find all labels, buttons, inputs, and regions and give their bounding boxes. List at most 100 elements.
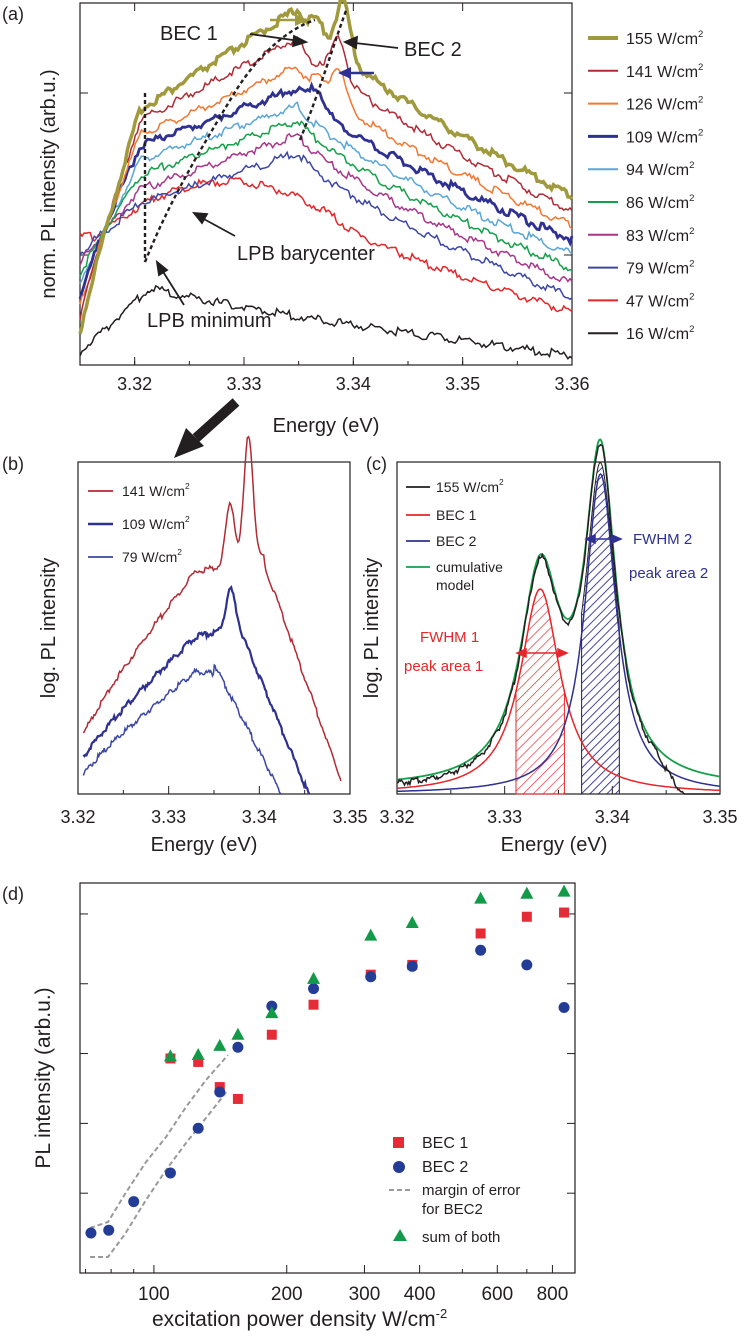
spectrum-line bbox=[79, 101, 573, 284]
blue-arrow-icon bbox=[338, 67, 351, 79]
legend-label: 155 W/cm2 bbox=[436, 477, 504, 495]
margin-upper-line bbox=[89, 1054, 229, 1229]
legend-label: 83 W/cm2 bbox=[626, 226, 694, 245]
legend-label: 126 W/cm2 bbox=[626, 95, 703, 114]
panel-c-xlabel: Energy (eV) bbox=[501, 834, 608, 856]
panel-d-points bbox=[85, 884, 571, 1239]
spectrum-line bbox=[79, 150, 573, 301]
bec2-point bbox=[128, 1196, 140, 1208]
spectrum-line bbox=[78, 0, 574, 335]
bec1-point bbox=[266, 1029, 277, 1040]
spectrum-line bbox=[79, 132, 573, 283]
lpb-minimum-annotation: LPB minimum bbox=[147, 310, 271, 332]
panel-a-dashed-guides bbox=[143, 7, 349, 263]
bec1-point bbox=[475, 928, 486, 939]
legend-label: 155 W/cm2 bbox=[626, 29, 703, 48]
x-tick-label: 3.35 bbox=[702, 807, 737, 827]
bec2-annotation: BEC 2 bbox=[404, 39, 462, 61]
panel-b-ylabel: log. PL intensity bbox=[38, 558, 60, 698]
fwhm1-label: FWHM 1 bbox=[420, 629, 479, 646]
bec1-fit-line bbox=[396, 588, 720, 792]
panel-label-c: (c) bbox=[366, 454, 387, 474]
bec2-point bbox=[365, 971, 377, 983]
legend-label: 109 W/cm2 bbox=[626, 127, 703, 146]
panel-c-ticks: 3.32 3.33 3.34 3.35 bbox=[379, 786, 738, 827]
x-tick-label: 3.34 bbox=[336, 374, 371, 394]
olive-arrow-icon bbox=[295, 14, 308, 26]
x-tick-label: 800 bbox=[537, 1284, 569, 1305]
x-tick-label: 3.32 bbox=[117, 374, 152, 394]
peak-area2-hatch bbox=[581, 461, 620, 795]
legend-bec1-label: BEC 1 bbox=[422, 1135, 468, 1152]
sum-point bbox=[405, 916, 419, 929]
panel-b-xlabel: Energy (eV) bbox=[151, 834, 258, 856]
legend-label: 109 W/cm2 bbox=[122, 514, 190, 532]
margin-lower-line bbox=[90, 1089, 229, 1258]
x-tick-label: 400 bbox=[404, 1284, 436, 1305]
legend-bec2-label: BEC 2 bbox=[422, 1159, 468, 1176]
sum-point bbox=[364, 928, 378, 941]
x-tick-label: 200 bbox=[271, 1284, 303, 1305]
x-tick-label: 3.33 bbox=[226, 374, 261, 394]
legend-label: 79 W/cm2 bbox=[626, 259, 694, 278]
sum-point bbox=[191, 1047, 205, 1060]
bec1-point bbox=[232, 1093, 243, 1104]
bec2-point bbox=[521, 959, 533, 971]
panel-a-legend: 155 W/cm2 141 W/cm2 126 W/cm2 109 W/cm2 94 W… bbox=[588, 29, 703, 343]
spectrum-line bbox=[82, 585, 311, 795]
panel-c-hatched-areas bbox=[515, 461, 620, 795]
legend-sum-label: sum of both bbox=[422, 1229, 500, 1246]
legend-sum-marker bbox=[393, 1229, 407, 1241]
zoom-arrow-icon bbox=[174, 398, 240, 458]
panel-b: 3.32 3.33 3.34 3.35 141 W/cm2 109 W/cm2 79 W/… bbox=[38, 435, 368, 856]
bec2-margin-of-error bbox=[89, 1054, 229, 1258]
peak-area2-label: peak area 2 bbox=[629, 565, 708, 582]
bec2-point bbox=[164, 1167, 176, 1179]
panel-a: 3.32 3.33 3.34 3.35 3.36 BEC 1 BEC 2 LPB bar… bbox=[38, 0, 703, 458]
panel-d-ticks: 100 200 300 400 600 800 bbox=[80, 913, 575, 1305]
panel-b-legend: 141 W/cm2 109 W/cm2 79 W/cm2 bbox=[88, 481, 190, 565]
legend-label: 86 W/cm2 bbox=[626, 193, 694, 212]
sum-point bbox=[265, 1006, 279, 1019]
bec2-point bbox=[406, 960, 418, 972]
legend-bec1-marker bbox=[393, 1137, 404, 1148]
panel-b-frame bbox=[77, 461, 351, 795]
legend-bec2-marker bbox=[393, 1161, 405, 1173]
spectrum-line bbox=[82, 663, 282, 795]
fwhm2-label: FWHM 2 bbox=[633, 531, 692, 548]
bec2-point bbox=[103, 1224, 115, 1236]
panel-c-curves bbox=[396, 438, 721, 795]
legend-label: 16 W/cm2 bbox=[626, 324, 694, 343]
panel-d-ylabel: PL intensity (arb.u.) bbox=[32, 987, 55, 1168]
sum-point bbox=[307, 971, 321, 984]
spectrum-line bbox=[78, 81, 574, 300]
sum-point bbox=[213, 1038, 227, 1051]
fwhm1-arrow bbox=[515, 647, 569, 659]
panel-d-xlabel: excitation power density W/cm-2 bbox=[152, 1306, 447, 1331]
panel-a-frame bbox=[79, 2, 573, 366]
peak-area1-hatch bbox=[515, 588, 565, 795]
panel-a-xlabel: Energy (eV) bbox=[273, 415, 380, 437]
legend-label: BEC 2 bbox=[436, 533, 477, 549]
panel-label-b: (b) bbox=[2, 454, 24, 474]
bec2-point bbox=[232, 1041, 244, 1053]
panel-a-ticks: 3.32 3.33 3.34 3.35 3.36 bbox=[79, 3, 590, 394]
bec1-point bbox=[193, 1056, 204, 1067]
bec2-point bbox=[214, 1086, 226, 1098]
panel-label-d: (d) bbox=[2, 884, 24, 904]
bec2-point bbox=[475, 944, 487, 956]
legend-label: model bbox=[436, 577, 474, 593]
panel-a-annotation-arrows bbox=[155, 33, 399, 306]
panel-c: 3.32 3.33 3.34 3.35 155 W/cm2 BEC 1 BEC 2 cumu… bbox=[361, 438, 738, 856]
legend-label: 47 W/cm2 bbox=[626, 291, 694, 310]
panel-a-ylabel: norm. PL intensity (arb.u.) bbox=[38, 69, 60, 298]
legend-label: 141 W/cm2 bbox=[122, 481, 190, 499]
peak-area1-label: peak area 1 bbox=[404, 658, 483, 675]
sum-point bbox=[520, 886, 534, 899]
bec2-point bbox=[192, 1122, 204, 1134]
x-tick-label: 3.32 bbox=[60, 807, 95, 827]
bec1-point bbox=[521, 911, 532, 922]
measured-spectrum-line bbox=[396, 443, 720, 795]
spectrum-line bbox=[79, 35, 573, 321]
